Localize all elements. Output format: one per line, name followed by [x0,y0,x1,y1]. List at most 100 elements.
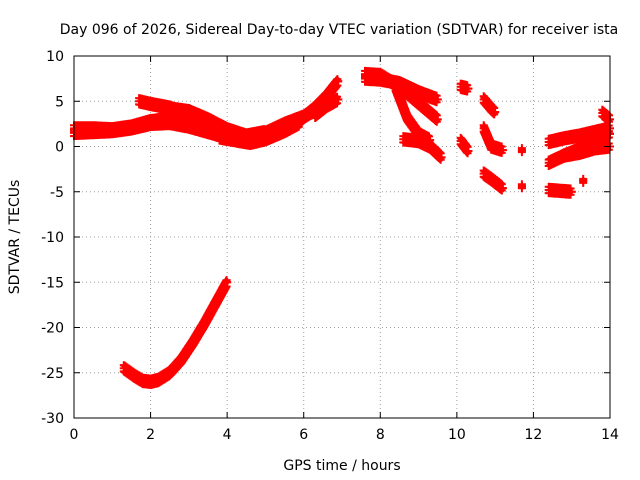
data-point [479,95,488,104]
data-point [165,104,174,113]
data-point [230,136,239,145]
series-arc-low [119,276,232,389]
data-point [165,368,174,377]
data-point [426,142,435,151]
data-point [184,107,193,116]
y-tick-label: -25 [41,366,64,382]
y-tick-label: -20 [41,321,64,337]
y-tick-label: -15 [41,275,64,291]
series-marks [399,132,446,164]
data-point [322,101,331,110]
data-point [437,153,446,162]
series-arc-m [479,121,507,157]
data-point [127,122,136,131]
data-point [517,182,526,191]
data-point [223,278,232,287]
data-point [146,99,155,108]
x-tick-label: 8 [376,427,385,443]
data-point [479,124,488,133]
data-point [138,376,147,385]
data-point [456,137,465,146]
data-point [560,151,569,160]
data-point [491,108,500,117]
x-axis-label: GPS time / hours [283,458,400,474]
series-arc-q [517,144,526,157]
data-point [414,99,423,108]
y-tick-label: 0 [55,140,64,156]
x-tick-label: 10 [448,427,466,443]
data-point [598,109,607,118]
data-point [322,91,331,100]
data-point [544,185,553,194]
grid-layer [74,56,610,418]
data-point [200,319,209,328]
x-tick-label: 6 [299,427,308,443]
data-point [575,131,584,140]
data-layer [70,66,614,389]
data-point [433,95,442,104]
data-point [215,133,224,142]
series-arc-f [311,92,343,122]
series-arc-n [456,133,473,158]
series-marks [456,133,473,158]
x-tick-label: 14 [601,427,619,443]
x-tick-label: 0 [70,427,79,443]
series-arc-w [598,105,614,126]
series-arc-l [479,92,500,119]
x-tick-label: 4 [223,427,232,443]
data-point [280,127,289,136]
chart-title: Day 096 of 2026, Sidereal Day-to-day VTE… [60,22,618,38]
data-point [311,110,320,119]
data-point [544,137,553,146]
data-point [131,372,140,381]
data-point [150,117,159,126]
data-point [261,135,270,144]
series-arc-s [579,174,588,187]
data-point [204,115,212,124]
data-point [498,146,507,155]
series-marks [119,276,232,389]
series-arc-r [544,182,576,199]
series-arc-j [399,132,446,164]
series-marks [598,105,614,126]
data-point [464,84,473,93]
data-point [334,95,343,104]
y-tick-label: 10 [46,49,64,65]
data-point [498,184,507,193]
series-arc-d [215,116,304,150]
data-point [295,116,304,125]
data-point [579,176,588,185]
series-marks [215,116,304,150]
data-point [177,356,186,365]
data-point [403,113,412,122]
data-point [108,125,117,134]
data-point [456,82,465,91]
data-point [464,147,473,156]
series-arc-h [360,71,442,107]
data-point [399,135,408,144]
data-point [544,158,553,167]
data-point [590,144,599,153]
tick-layer: 10 5 0 -5 -10 -15 -20 -25 -30 0 2 4 6 8 10 12 14 [41,49,619,443]
data-point [89,124,98,133]
data-point [246,138,255,147]
data-point [360,74,369,83]
data-point [119,364,128,373]
series-arc-p [517,180,526,193]
data-point [188,338,197,347]
data-point [146,377,155,386]
data-point [575,148,584,157]
series-marks [479,92,500,119]
data-point [391,83,400,92]
data-point [376,75,385,84]
y-axis-label: SDTVAR / TECUs [7,180,23,295]
data-point [334,77,343,86]
y-tick-label: 5 [55,94,64,110]
data-point [556,186,565,195]
y-tick-label: -30 [41,411,64,427]
series-arc-k [456,79,473,96]
data-point [211,299,220,308]
data-point [567,187,576,196]
data-point [414,88,423,97]
